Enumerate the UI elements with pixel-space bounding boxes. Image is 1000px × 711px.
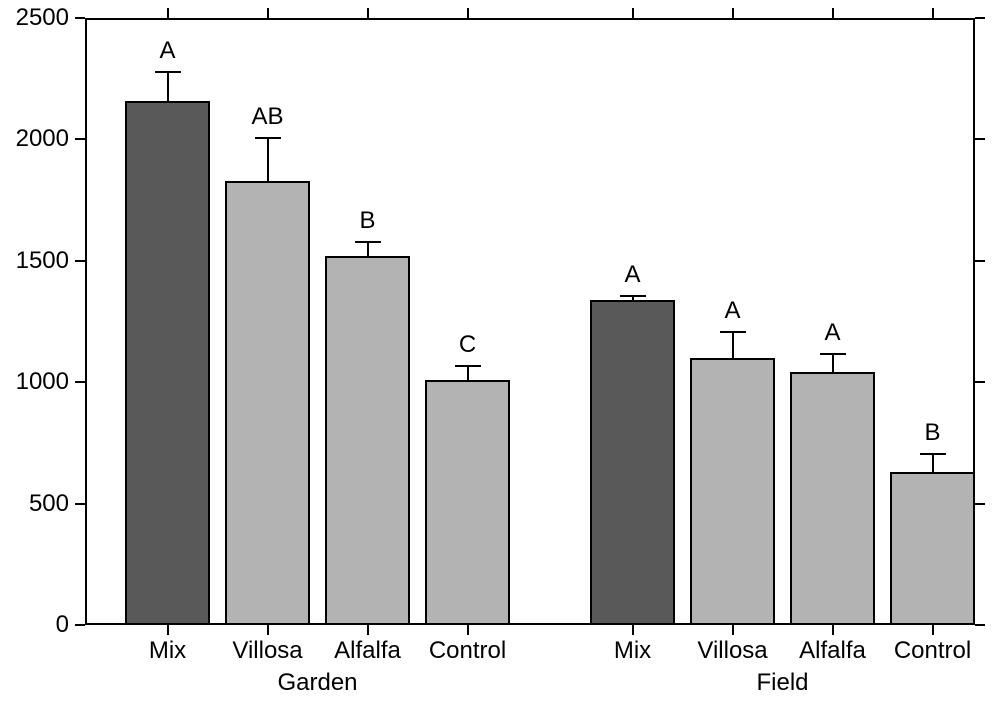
category-label-villosa: Villosa xyxy=(232,637,302,665)
error-cap xyxy=(355,241,381,243)
error-cap xyxy=(620,295,646,297)
error-stem xyxy=(732,331,734,358)
ytick-mark xyxy=(975,503,985,505)
sig-label-garden-control: C xyxy=(459,331,476,359)
xtick-mark xyxy=(732,625,734,635)
ytick-mark xyxy=(75,503,85,505)
bar-field-alfalfa xyxy=(790,372,875,625)
error-cap xyxy=(920,453,946,455)
y-axis-left xyxy=(85,18,87,625)
error-stem xyxy=(467,365,469,380)
bar-field-control xyxy=(890,472,975,625)
error-stem xyxy=(167,71,169,100)
ytick-mark xyxy=(75,381,85,383)
error-cap xyxy=(720,331,746,333)
error-stem xyxy=(267,137,269,181)
bar-garden-villosa xyxy=(225,181,310,625)
xtick-mark xyxy=(832,8,834,18)
xtick-mark xyxy=(932,8,934,18)
ytick-mark xyxy=(975,138,985,140)
x-axis-top xyxy=(85,18,975,20)
bar-field-villosa xyxy=(690,358,775,625)
error-stem xyxy=(832,353,834,372)
xtick-mark xyxy=(632,8,634,18)
xtick-mark xyxy=(467,8,469,18)
xtick-mark xyxy=(167,625,169,635)
category-label-control: Control xyxy=(894,637,971,665)
xtick-mark xyxy=(267,625,269,635)
group-label-field: Field xyxy=(756,669,808,697)
ytick-mark xyxy=(75,260,85,262)
xtick-mark xyxy=(932,625,934,635)
xtick-mark xyxy=(467,625,469,635)
ytick-mark xyxy=(975,624,985,626)
sig-label-field-mix: A xyxy=(624,261,640,289)
category-label-alfalfa: Alfalfa xyxy=(334,637,401,665)
sig-label-field-control: B xyxy=(924,419,940,447)
xtick-mark xyxy=(632,625,634,635)
error-cap xyxy=(820,353,846,355)
sig-label-field-alfalfa: A xyxy=(824,319,840,347)
xtick-mark xyxy=(367,8,369,18)
error-cap xyxy=(455,365,481,367)
ytick-mark xyxy=(75,138,85,140)
category-label-control: Control xyxy=(429,637,506,665)
xtick-mark xyxy=(167,8,169,18)
sig-label-garden-alfalfa: B xyxy=(359,207,375,235)
sig-label-field-villosa: A xyxy=(724,297,740,325)
ytick-label: 500 xyxy=(0,490,69,518)
bar-field-mix xyxy=(590,300,675,625)
ytick-mark xyxy=(975,17,985,19)
ytick-mark xyxy=(75,17,85,19)
error-cap xyxy=(255,137,281,139)
ytick-label: 1000 xyxy=(0,368,69,396)
error-stem xyxy=(367,241,369,256)
error-stem xyxy=(932,453,934,472)
xtick-mark xyxy=(367,625,369,635)
category-label-alfalfa: Alfalfa xyxy=(799,637,866,665)
ytick-mark xyxy=(975,381,985,383)
ytick-label: 2500 xyxy=(0,4,69,32)
sig-label-garden-villosa: AB xyxy=(251,103,283,131)
ytick-label: 2000 xyxy=(0,125,69,153)
bar-garden-control xyxy=(425,380,510,625)
ytick-label: 1500 xyxy=(0,247,69,275)
error-cap xyxy=(155,71,181,73)
category-label-villosa: Villosa xyxy=(697,637,767,665)
group-label-garden: Garden xyxy=(277,669,357,697)
bar-garden-alfalfa xyxy=(325,256,410,625)
xtick-mark xyxy=(267,8,269,18)
sig-label-garden-mix: A xyxy=(159,37,175,65)
ytick-mark xyxy=(75,624,85,626)
ytick-mark xyxy=(975,260,985,262)
ytick-label: 0 xyxy=(0,611,69,639)
xtick-mark xyxy=(732,8,734,18)
chart-container: 05001000150020002500AMixABVillosaBAlfalf… xyxy=(0,0,1000,711)
category-label-mix: Mix xyxy=(149,637,186,665)
category-label-mix: Mix xyxy=(614,637,651,665)
xtick-mark xyxy=(832,625,834,635)
bar-garden-mix xyxy=(125,101,210,625)
